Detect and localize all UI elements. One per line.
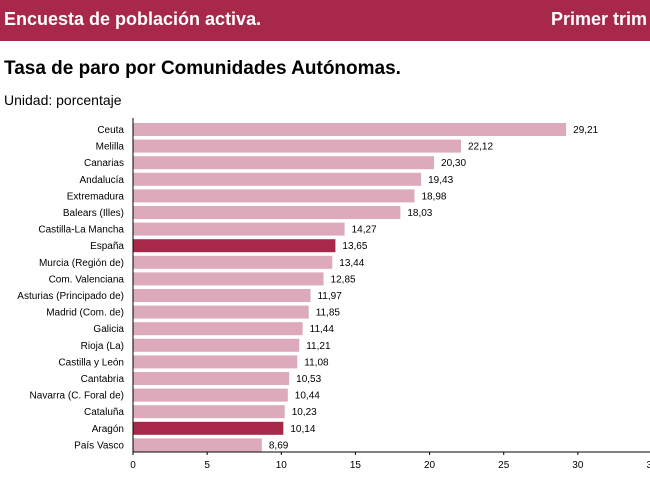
value-label: 10,14 [290,424,315,435]
x-tick-label: 15 [350,460,362,471]
bar [133,438,262,452]
bar [133,255,333,269]
value-label: 11,44 [310,324,335,335]
value-label: 22,12 [468,142,493,153]
x-tick-label: 35 [646,460,650,471]
header-right-text: Primer trim [551,9,648,29]
bar [133,289,311,302]
category-label: Extremadura [67,191,125,202]
bar [133,421,284,435]
category-label: Cantabria [81,374,125,385]
unit-label: Unidad: porcentaje [4,92,122,108]
category-label: Castilla y León [58,357,124,368]
category-label: Canarias [84,158,124,169]
value-label: 11,97 [317,291,342,302]
bar [133,139,462,153]
category-label: Andalucía [80,175,125,186]
category-label: Cataluña [84,407,124,418]
bar [133,172,422,186]
value-label: 29,21 [573,125,598,136]
bar [133,189,415,203]
x-tick-label: 30 [572,460,584,471]
value-label: 11,85 [316,308,341,319]
category-label: Castilla-La Mancha [38,225,124,236]
category-label: País Vasco [74,440,124,451]
category-label: Balears (Illes) [63,208,124,219]
bar [133,322,303,336]
bar [133,123,567,136]
bar [133,405,285,419]
category-label: Ceuta [97,125,124,136]
x-tick-label: 25 [498,460,510,471]
category-label: España [90,241,124,252]
header-left-text: Encuesta de población activa. [4,9,262,29]
category-label: Rioja (La) [81,341,124,352]
x-tick-label: 0 [130,460,136,471]
category-label: Com. Valenciana [49,274,125,285]
value-label: 8,69 [269,440,289,451]
header-banner: Encuesta de población activa. Primer tri… [0,0,650,41]
bar [133,156,435,170]
category-label: Navarra (C. Foral de) [30,391,124,402]
value-label: 10,53 [296,374,321,385]
bar [133,272,324,286]
x-tick-label: 20 [424,460,436,471]
value-label: 12,85 [331,274,356,285]
value-label: 10,44 [295,391,320,402]
category-label: Melilla [96,142,125,153]
bar [133,206,401,219]
chart-title: Tasa de paro por Comunidades Autónomas. [4,58,401,79]
bar [133,355,298,369]
value-label: 14,27 [352,225,377,236]
bar [133,372,290,385]
value-label: 11,08 [304,357,329,368]
category-label: Galicia [93,324,124,335]
value-label: 20,30 [441,158,466,169]
category-label: Murcia (Región de) [39,258,124,269]
x-tick-label: 10 [276,460,288,471]
category-label: Aragón [92,424,124,435]
value-label: 10,23 [292,407,317,418]
bar [133,222,345,236]
category-label: Asturias (Principado de) [17,291,124,302]
value-label: 18,03 [407,208,432,219]
bar [133,388,288,402]
value-label: 19,43 [428,175,453,186]
bar-chart: Ceuta 29,21 Melilla 22,12 Canarias 20,30 Andal… [17,118,650,471]
value-label: 13,44 [339,258,364,269]
value-label: 11,21 [306,341,331,352]
category-label: Madrid (Com. de) [46,308,124,319]
value-label: 18,98 [421,191,446,202]
bar [133,305,309,319]
x-tick-label: 5 [204,460,210,471]
bar [133,239,336,253]
bar [133,338,300,352]
value-label: 13,65 [342,241,367,252]
